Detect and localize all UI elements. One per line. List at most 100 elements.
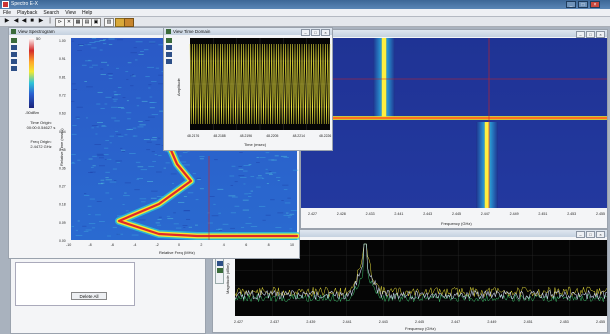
noise-speck xyxy=(86,86,93,88)
noise-speck xyxy=(105,179,112,181)
noise-speck xyxy=(129,153,136,154)
noise-speck xyxy=(117,215,124,217)
noise-speck xyxy=(99,40,105,41)
spectrum-tool-icon[interactable] xyxy=(217,261,223,266)
spectrum-x-tick-label: 2.439 xyxy=(306,320,315,324)
spectrum-tool-icon[interactable] xyxy=(217,268,223,273)
pause-icon[interactable]: ■ xyxy=(30,18,34,24)
menu-view[interactable]: View xyxy=(65,10,76,16)
step-back-icon[interactable]: ◀ xyxy=(13,18,19,24)
noise-speck xyxy=(157,137,161,139)
noise-speck xyxy=(265,152,270,154)
zoom-tool-icon[interactable] xyxy=(166,52,172,57)
noise-speck xyxy=(109,142,112,144)
noise-speck xyxy=(188,226,192,228)
freq-origin-label: Freq Origin: xyxy=(30,139,52,144)
noise-speck xyxy=(89,42,96,44)
window-maximize-button[interactable]: □ xyxy=(586,31,595,38)
spectrogram-side-toolbar xyxy=(10,36,18,76)
stop-icon[interactable]: ◀ xyxy=(21,18,27,24)
noise-speck xyxy=(83,230,89,232)
play-tool-icon[interactable] xyxy=(11,38,17,43)
menu-file[interactable]: File xyxy=(3,10,12,16)
noise-speck xyxy=(100,179,105,181)
export-tool-icon[interactable] xyxy=(11,66,17,71)
menu-help[interactable]: Help xyxy=(81,10,93,16)
noise-speck xyxy=(292,169,299,171)
window-close-button[interactable]: × xyxy=(596,231,605,238)
noise-speck xyxy=(270,172,277,174)
noise-speck xyxy=(117,39,124,41)
time-domain-x-tick-label: 48.2226 xyxy=(319,134,331,138)
noise-speck xyxy=(113,180,117,181)
noise-speck xyxy=(92,64,98,66)
spectrogram-x-tick-label: 8 xyxy=(268,243,270,247)
noise-speck xyxy=(261,178,265,180)
noise-speck xyxy=(77,44,84,45)
noise-speck xyxy=(274,155,279,157)
maximize-button[interactable]: □ xyxy=(578,1,588,8)
noise-speck xyxy=(125,71,129,73)
noise-speck xyxy=(239,152,243,153)
window-minimize-button[interactable]: – xyxy=(301,29,310,36)
cursor-tool-icon[interactable] xyxy=(11,45,17,50)
wide-x-label: Frequency (GHz) xyxy=(441,221,472,226)
window-close-button[interactable]: × xyxy=(596,31,605,38)
noise-speck xyxy=(108,38,115,40)
skip-icon[interactable]: | xyxy=(49,18,51,24)
noise-speck xyxy=(133,135,138,137)
noise-speck xyxy=(248,164,252,165)
noise-speck xyxy=(79,45,84,46)
window-close-button[interactable]: × xyxy=(321,29,330,36)
cursor-tool-icon[interactable] xyxy=(166,45,172,50)
zoom-tool-icon[interactable] xyxy=(11,52,17,57)
delete-all-button[interactable]: Delete All xyxy=(71,292,107,300)
time-domain-titlebar: View Time Domain – □ × xyxy=(164,28,332,36)
close-button[interactable]: × xyxy=(590,1,600,8)
folder-icon[interactable]: ▥ xyxy=(104,18,114,27)
spectrum-x-tick-label: 2.449 xyxy=(487,320,496,324)
record-icon[interactable] xyxy=(124,18,134,27)
spectrogram-y-tick-label: 1.00 xyxy=(59,39,66,43)
spectrogram-x-tick-label: 6 xyxy=(245,243,247,247)
noise-speck xyxy=(228,195,236,197)
window-minimize-button[interactable]: – xyxy=(576,31,585,38)
window-maximize-button[interactable]: □ xyxy=(586,231,595,238)
colorbar xyxy=(29,38,34,108)
wide-x-tick-label: 2.445 xyxy=(452,212,461,216)
signal-core-1 xyxy=(382,38,386,118)
noise-speck xyxy=(155,144,161,145)
noise-speck xyxy=(112,98,118,100)
noise-speck xyxy=(88,172,93,173)
noise-speck xyxy=(88,158,93,160)
noise-speck xyxy=(163,167,166,169)
fast-forward-icon[interactable]: ▶ xyxy=(38,18,44,24)
play-tool-icon[interactable] xyxy=(166,38,172,43)
noise-speck xyxy=(196,177,201,179)
time-domain-x-tick-label: 48.2176 xyxy=(187,134,199,138)
noise-speck xyxy=(234,181,238,183)
play-icon[interactable]: ▶ xyxy=(4,18,10,24)
marker-tool-icon[interactable] xyxy=(166,59,172,64)
noise-speck xyxy=(180,161,187,163)
wide-spectrogram-plot[interactable]: 2.427 2.428 2.433 2.441 2.443 2.445 2.447 2.449… xyxy=(301,38,607,230)
noise-speck xyxy=(275,226,282,228)
minimize-button[interactable]: _ xyxy=(566,1,576,8)
noise-speck xyxy=(245,222,252,224)
window-minimize-button[interactable]: – xyxy=(576,231,585,238)
marker-tool-icon[interactable] xyxy=(11,59,17,64)
menu-playback[interactable]: Playback xyxy=(17,10,38,16)
noise-speck xyxy=(186,218,191,220)
menu-search[interactable]: Search xyxy=(43,10,60,16)
spectrogram-y-tick-label: 0.54 xyxy=(59,130,66,134)
noise-speck xyxy=(155,67,159,69)
time-domain-plot[interactable]: 48.2176 48.2188 48.2196 48.2205 48.2214 48.22… xyxy=(174,36,332,151)
noise-speck xyxy=(156,171,162,173)
noise-speck xyxy=(266,183,269,184)
settings-icon[interactable]: ▣ xyxy=(91,18,101,27)
noise-speck xyxy=(108,78,113,79)
noise-speck xyxy=(256,186,261,188)
spectrogram-y-tick-label: 0.63 xyxy=(59,112,66,116)
window-maximize-button[interactable]: □ xyxy=(311,29,320,36)
noise-speck xyxy=(195,199,199,201)
